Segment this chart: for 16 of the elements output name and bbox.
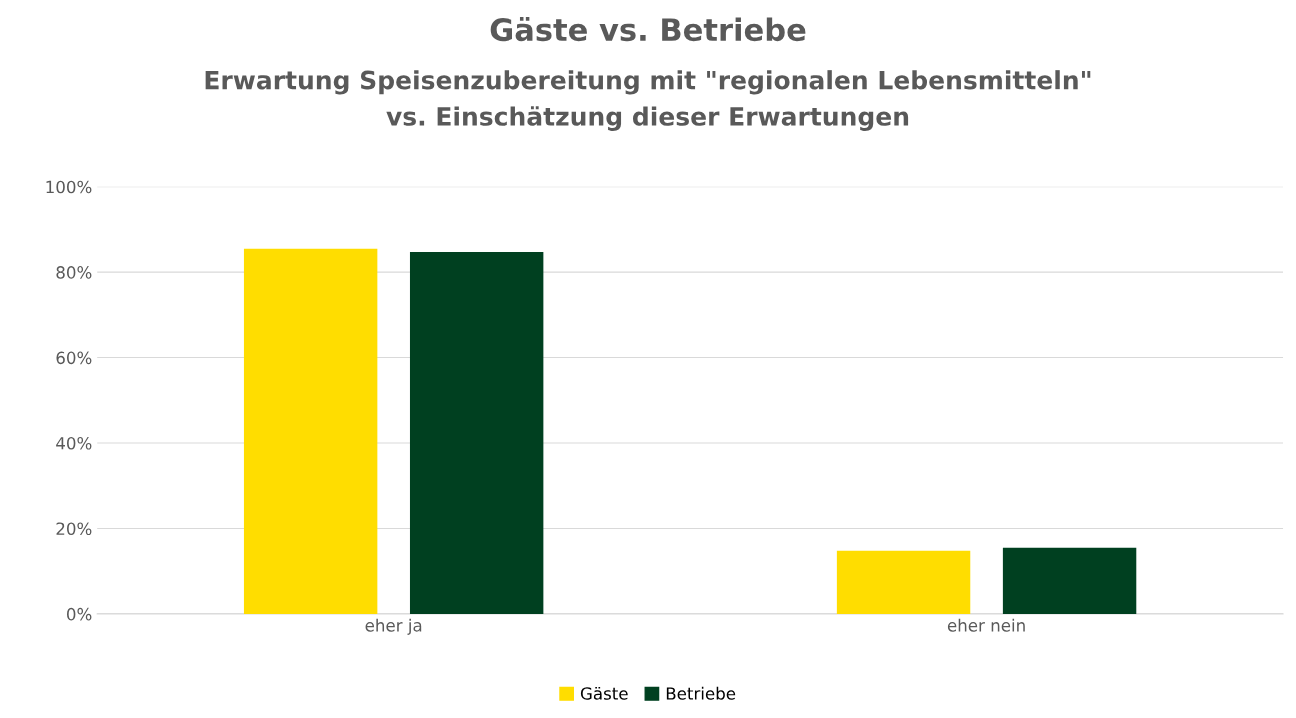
y-tick-label: 20% (56, 522, 92, 536)
bar (836, 550, 971, 614)
bar (1002, 547, 1137, 614)
x-tick-label: eher nein (947, 618, 1025, 632)
chart-title: Gäste vs. Betriebe (490, 17, 806, 42)
y-tick-label: 0% (67, 607, 92, 621)
x-tick-label: eher ja (365, 618, 422, 635)
y-tick-label: 60% (56, 351, 92, 365)
bar (243, 248, 378, 614)
y-tick-label: 100% (46, 180, 92, 194)
y-tick-label: 40% (56, 436, 92, 450)
chart-subtitle: Erwartung Speisenzubereitung mit "regionalen Lebensmitteln" vs. Einschätzung dieser Erwartungen (205, 70, 1091, 131)
bar (409, 252, 544, 614)
y-tick-label: 80% (56, 266, 92, 279)
legend-label: Gäste (580, 686, 628, 700)
legend-label: Betriebe (666, 686, 736, 700)
